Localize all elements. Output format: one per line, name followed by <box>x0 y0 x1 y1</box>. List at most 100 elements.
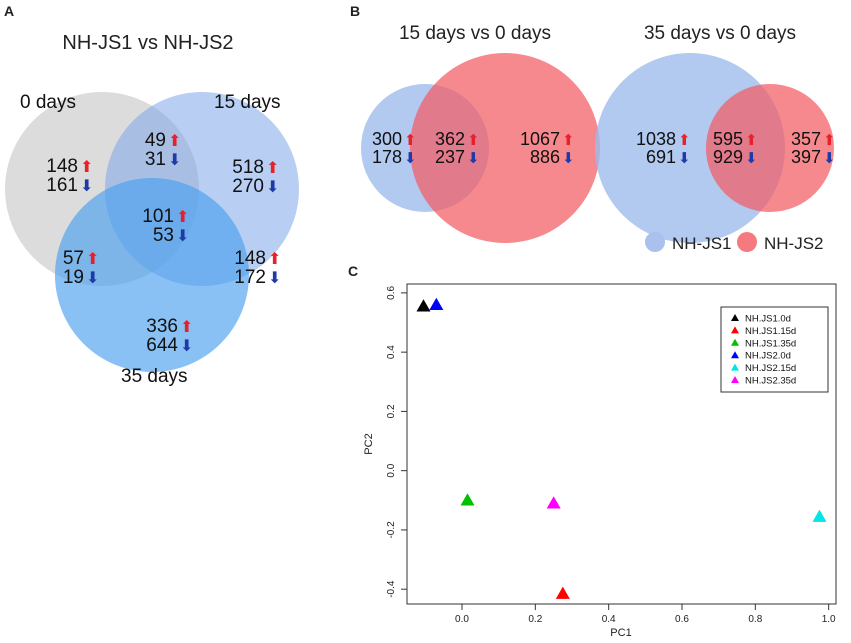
down-arrow-icon: ⬇ <box>86 270 99 287</box>
venn2-legend: NH-JS1 NH-JS2 <box>645 232 824 253</box>
down-arrow-icon: ⬇ <box>176 228 189 245</box>
venn3-region-2-down-count: 270 <box>232 176 264 197</box>
legend-marker-icon <box>731 351 739 359</box>
venn2-35-region-0-counts: 1038 ⬆691 ⬇ <box>636 129 691 167</box>
venn3-region-4-down-count: 19 <box>63 267 84 288</box>
venn3-region-5-down-count: 172 <box>234 267 266 288</box>
scatter-legend-box <box>720 306 829 393</box>
venn3-region-6-up-count: 336 <box>146 316 178 337</box>
venn3-region-2-up-count: 518 <box>232 157 264 178</box>
down-arrow-icon: ⬇ <box>266 179 279 196</box>
venn2-15-region-2-counts: 1067 ⬆886 ⬇ <box>520 129 575 167</box>
up-arrow-icon: ⬆ <box>180 319 193 336</box>
x-tick-label: 0.2 <box>528 614 542 625</box>
venn3-region-labels: 148 ⬆161 ⬇49 ⬆31 ⬇ 518 ⬆270 ⬇101 ⬆53 ⬇57 ⬆19 ⬇148 ⬆1… <box>46 130 281 356</box>
down-arrow-icon: ⬇ <box>823 150 836 167</box>
up-arrow-icon: ⬆ <box>168 133 181 150</box>
scatter-point-nh-js2-15d <box>812 509 827 522</box>
x-tick-label: 0.0 <box>455 614 469 625</box>
venn3-region-6-counts: 336 ⬆644 ⬇ <box>146 316 193 356</box>
up-arrow-icon: ⬆ <box>745 132 758 149</box>
venn2-15-region-1-counts: 362 ⬆237 ⬇ <box>435 129 480 167</box>
y-tick-label: -0.4 <box>386 580 397 598</box>
venn2-35-region-1-up-count: 595 <box>713 129 743 149</box>
venn3-region-6-down-count: 644 <box>146 335 178 356</box>
legend-swatch-js1 <box>645 232 665 252</box>
panel-label-a: A <box>4 3 14 19</box>
plot-frame <box>406 283 837 605</box>
venn3-circle-35-days <box>55 178 249 372</box>
legend-marker-icon <box>731 376 739 383</box>
venn3-region-3-up-count: 101 <box>142 206 174 227</box>
down-arrow-icon: ⬇ <box>168 152 181 169</box>
venn3-region-3-down-count: 53 <box>153 225 174 246</box>
panel-c: C 0.0 0.2 0.4 0.6 0.8 1.0 -0.4 -0.2 0.0 0.2 0.4 0.6… <box>348 263 837 639</box>
up-arrow-icon: ⬆ <box>678 132 691 149</box>
venn3-region-0-down-count: 161 <box>46 175 78 196</box>
venn3-region-1-up-count: 49 <box>145 130 166 151</box>
venn2-15-region-1-up-count: 362 <box>435 129 465 149</box>
down-arrow-icon: ⬇ <box>404 150 417 167</box>
venn2-15-region-2-up-count: 1067 <box>520 129 560 149</box>
venn3-region-4-up-count: 57 <box>63 248 84 269</box>
scatter-legend-label: NH.JS2.0d <box>745 351 791 362</box>
venn2-region-labels: 300 ⬆178 ⬇362 ⬆237 ⬇1067 ⬆886 ⬇1038 ⬆691 ⬇595 ⬆92… <box>372 129 836 167</box>
venn3-region-2-counts: 518 ⬆270 ⬇ <box>232 157 279 197</box>
scatter-point-nh-js1-35d <box>460 493 475 506</box>
down-arrow-icon: ⬇ <box>745 150 758 167</box>
venn2-15-circle-js2 <box>410 53 600 243</box>
venn3-region-5-counts: 148 ⬆172 ⬇ <box>234 248 281 288</box>
venn3-region-4-counts: 57 ⬆19 ⬇ <box>63 248 100 288</box>
down-arrow-icon: ⬇ <box>80 178 93 195</box>
up-arrow-icon: ⬆ <box>80 159 93 176</box>
y-tick-label: 0.4 <box>386 345 397 359</box>
up-arrow-icon: ⬆ <box>404 132 417 149</box>
legend-marker-icon <box>731 326 739 334</box>
legend-marker-icon <box>731 363 739 371</box>
down-arrow-icon: ⬇ <box>678 150 691 167</box>
scatter-point-nh-js2-0d <box>429 297 444 310</box>
venn2-35-region-2-down-count: 397 <box>791 147 821 167</box>
scatter-legend-label: NH.JS1.0d <box>745 314 791 325</box>
panel-b: B 15 days vs 0 days 35 days vs 0 days 30… <box>350 3 836 253</box>
up-arrow-icon: ⬆ <box>268 251 281 268</box>
panel-label-b: B <box>350 3 360 19</box>
scatter-axes: 0.0 0.2 0.4 0.6 0.8 1.0 -0.4 -0.2 0.0 0.2 0.4 0.6 <box>386 286 836 625</box>
y-axis-label: PC2 <box>363 433 375 454</box>
scatter-legend-label: NH.JS1.15d <box>745 326 796 337</box>
scatter-legend-label: NH.JS2.15d <box>745 363 796 374</box>
down-arrow-icon: ⬇ <box>180 338 193 355</box>
legend-swatch-js2 <box>737 232 757 252</box>
x-tick-label: 1.0 <box>822 614 836 625</box>
x-tick-label: 0.8 <box>748 614 762 625</box>
venn2-35-title: 35 days vs 0 days <box>644 23 796 44</box>
panel-label-c: C <box>348 263 358 279</box>
venn2-35-region-0-up-count: 1038 <box>636 129 676 149</box>
venn2-15-region-0-counts: 300 ⬆178 ⬇ <box>372 129 417 167</box>
scatter-point-nh-js1-0d <box>416 299 431 312</box>
venn2-15-title: 15 days vs 0 days <box>399 23 551 44</box>
up-arrow-icon: ⬆ <box>176 209 189 226</box>
venn3-region-0-up-count: 148 <box>46 156 78 177</box>
venn2-15-region-0-down-count: 178 <box>372 147 402 167</box>
venn3-title: NH-JS1 vs NH-JS2 <box>62 32 233 54</box>
venn2-35-region-1-down-count: 929 <box>713 147 743 167</box>
x-tick-label: 0.6 <box>675 614 689 625</box>
x-tick-label: 0.4 <box>602 614 616 625</box>
up-arrow-icon: ⬆ <box>86 251 99 268</box>
y-tick-label: 0.0 <box>386 463 397 477</box>
legend-marker-icon <box>731 338 739 346</box>
y-tick-label: 0.2 <box>386 404 397 418</box>
up-arrow-icon: ⬆ <box>823 132 836 149</box>
down-arrow-icon: ⬇ <box>268 270 281 287</box>
venn2-35-region-2-counts: 357 ⬆397 ⬇ <box>791 129 836 167</box>
venn3-set-label-35: 35 days <box>121 366 188 387</box>
scatter-legend-label: NH.JS1.35d <box>745 338 796 349</box>
y-tick-label: -0.2 <box>386 521 397 539</box>
down-arrow-icon: ⬇ <box>562 150 575 167</box>
venn3-region-0-counts: 148 ⬆161 ⬇ <box>46 156 93 196</box>
scatter-points <box>416 297 827 599</box>
scatter-point-nh-js2-35d <box>546 496 561 509</box>
